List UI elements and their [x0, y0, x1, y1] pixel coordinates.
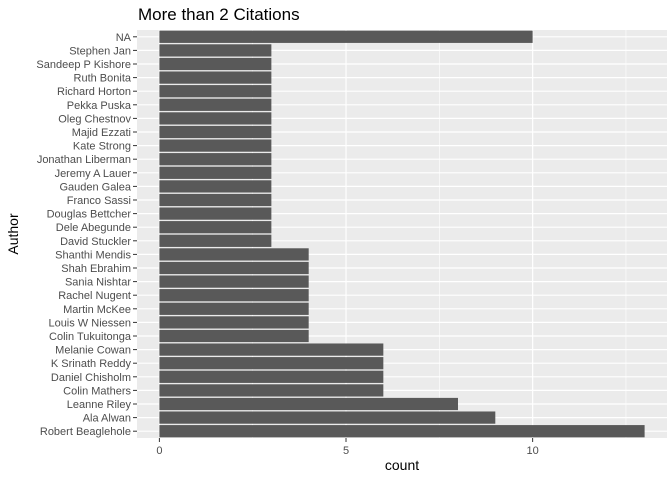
- y-tick-label: David Stuckler: [60, 236, 131, 248]
- y-tick-label: Richard Horton: [57, 86, 131, 98]
- bar: [159, 166, 272, 179]
- y-tick-label: Jeremy A Lauer: [55, 168, 132, 180]
- bar: [159, 248, 309, 261]
- y-tick-label: Rachel Nugent: [58, 290, 131, 302]
- x-axis: 0 5 10: [156, 438, 539, 457]
- bar: [159, 411, 496, 424]
- y-tick-label: Melanie Cowan: [55, 345, 131, 357]
- chart-title: More than 2 Citations: [138, 5, 300, 24]
- bar: [159, 261, 309, 275]
- minor-gridlines: [252, 30, 627, 438]
- y-tick-label: Robert Beaglehole: [40, 426, 131, 438]
- bar: [159, 370, 384, 383]
- x-tick-label: 5: [343, 445, 349, 457]
- y-tick-label: Douglas Bettcher: [47, 209, 132, 221]
- bar: [159, 329, 309, 343]
- bar: [159, 98, 272, 111]
- y-tick-label: Colin Tukuitonga: [49, 331, 132, 343]
- y-tick-label: Franco Sassi: [67, 195, 131, 207]
- y-tick-label: Dele Abegunde: [56, 222, 131, 234]
- y-tick-label: Sania Nishtar: [65, 277, 131, 289]
- bar: [159, 71, 272, 84]
- bar: [159, 397, 458, 411]
- bar: [159, 425, 645, 438]
- y-tick-label: Stephen Jan: [69, 45, 131, 57]
- y-tick-label: Oleg Chestnov: [58, 113, 131, 125]
- y-tick-label: Shah Ebrahim: [61, 263, 131, 275]
- x-tick-label: 10: [527, 445, 539, 457]
- x-tick-label: 0: [156, 445, 162, 457]
- bar: [159, 193, 272, 207]
- bar: [159, 357, 384, 370]
- y-tick-label: NA: [116, 32, 132, 44]
- y-tick-label: Colin Mathers: [63, 385, 131, 397]
- bar: [159, 384, 384, 397]
- y-tick-label: Jonathan Liberman: [37, 154, 131, 166]
- bar: [159, 343, 384, 356]
- y-tick-label: Gauden Galea: [59, 181, 131, 193]
- bar: [159, 139, 272, 152]
- y-tick-label: Majid Ezzati: [72, 127, 131, 139]
- plot-panel: [137, 30, 667, 438]
- bar: [159, 316, 309, 329]
- y-tick-label: Martin McKee: [63, 304, 131, 316]
- bar: [159, 85, 272, 98]
- bar: [159, 289, 309, 302]
- y-tick-label: Shanthi Mendis: [55, 249, 131, 261]
- bar: [159, 30, 533, 43]
- y-tick-label: Louis W Niessen: [48, 317, 131, 329]
- bar: [159, 275, 309, 288]
- y-tick-label: Daniel Chisholm: [51, 372, 131, 384]
- bar: [159, 234, 272, 247]
- y-tick-label: Pekka Puska: [67, 100, 132, 112]
- bar: [159, 125, 272, 139]
- bars: [159, 30, 645, 438]
- bar: [159, 153, 272, 166]
- bar: [159, 302, 309, 315]
- bar: [159, 180, 272, 193]
- bar: [159, 207, 272, 220]
- bar: [159, 57, 272, 71]
- x-axis-title: count: [385, 457, 419, 473]
- y-tick-label: Ruth Bonita: [74, 73, 132, 85]
- y-tick-label: K Srinath Reddy: [51, 358, 132, 370]
- bar: [159, 221, 272, 234]
- y-tick-label: Kate Strong: [73, 141, 131, 153]
- y-tick-label: Ala Alwan: [83, 413, 131, 425]
- bar: [159, 112, 272, 125]
- y-axis-title: Author: [5, 213, 21, 255]
- y-tick-label: Leanne Riley: [67, 399, 132, 411]
- bar: [159, 44, 272, 57]
- y-tick-label: Sandeep P Kishore: [36, 59, 131, 71]
